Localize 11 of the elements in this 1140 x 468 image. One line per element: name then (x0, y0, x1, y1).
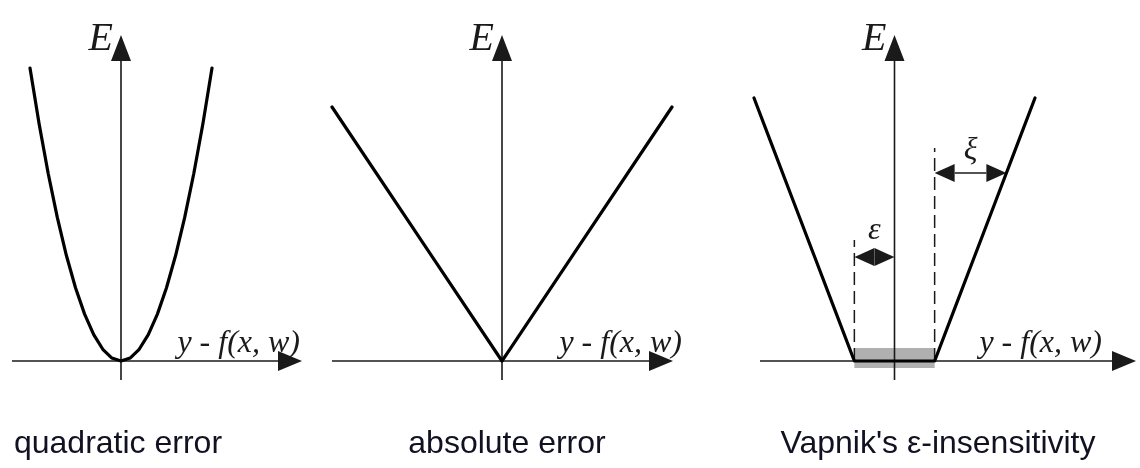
text: quadratic error (13, 424, 223, 460)
x-axis-title: y - f(x, w) (556, 323, 682, 359)
y-axis-title: E (87, 14, 113, 59)
y-axis-title: E (861, 14, 887, 59)
text: Vapnik's ε-insensitivity (780, 424, 1096, 460)
annotation: ε (868, 210, 882, 247)
x-axis-title: y - f(x, w) (174, 323, 300, 359)
text: absolute error (408, 424, 607, 460)
annotation: ξ (963, 129, 978, 166)
x-axis-title: y - f(x, w) (976, 323, 1102, 359)
y-axis-title: E (468, 14, 494, 59)
